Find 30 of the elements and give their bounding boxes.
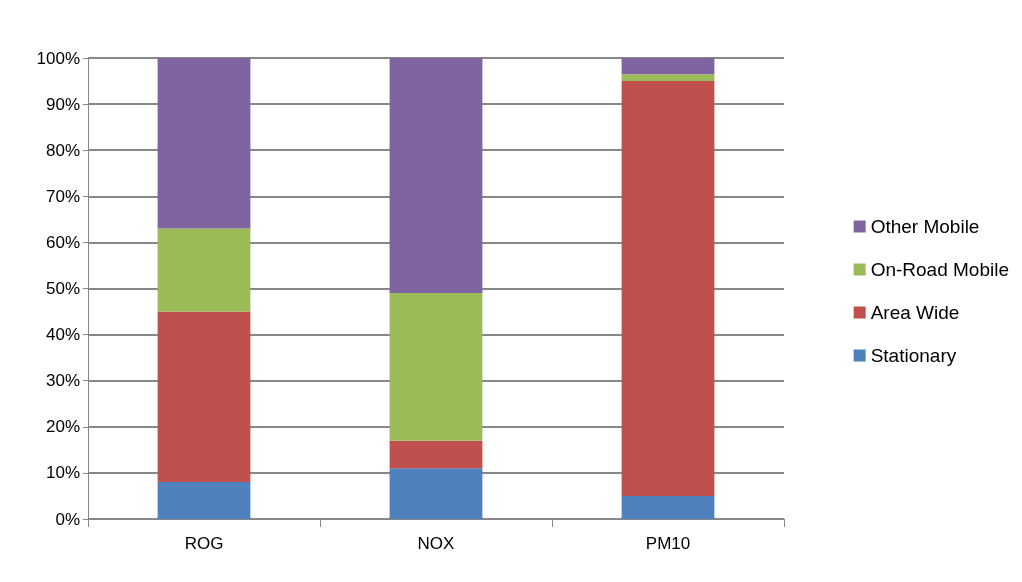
- bar: [621, 58, 715, 75]
- legend-label: On-Road Mobile: [870, 259, 1009, 280]
- x-tick-label: PM10: [645, 534, 691, 553]
- bar: [157, 58, 251, 229]
- bar: [621, 495, 715, 519]
- bar: [389, 293, 483, 441]
- y-tick-label: 80%: [45, 140, 80, 160]
- y-tick-label: 30%: [45, 371, 80, 391]
- bar: [157, 311, 251, 483]
- bar: [389, 58, 483, 294]
- y-tick-label: 50%: [45, 279, 80, 298]
- y-tick-label: 70%: [45, 186, 80, 206]
- bar: [389, 468, 483, 519]
- bar: [157, 482, 251, 519]
- bar: [621, 81, 715, 496]
- bar: [157, 228, 251, 312]
- y-tick-label: 0%: [55, 509, 80, 529]
- y-tick-label: 20%: [45, 417, 80, 437]
- bar: [621, 74, 715, 82]
- y-tick-label: 10%: [45, 463, 80, 483]
- y-tick-label: 90%: [45, 94, 80, 114]
- x-tick-label: NOX: [417, 534, 455, 553]
- legend-label: Other Mobile: [870, 216, 980, 237]
- y-tick-label: 40%: [45, 325, 80, 345]
- y-tick-label: 100%: [36, 48, 80, 68]
- y-tick-label: 60%: [45, 232, 80, 252]
- bar: [389, 440, 483, 469]
- legend-label: Stationary: [870, 345, 957, 366]
- x-tick-label: ROG: [184, 534, 224, 553]
- legend-label: Area Wide: [870, 302, 960, 323]
